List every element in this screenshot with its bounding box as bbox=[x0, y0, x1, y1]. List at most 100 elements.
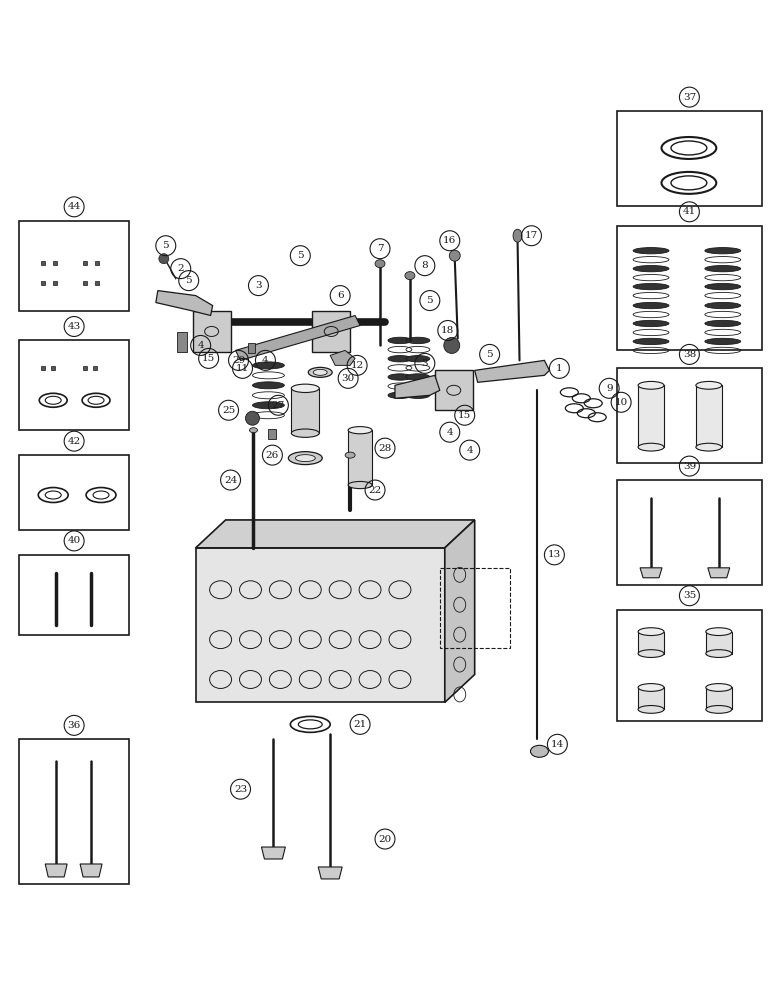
Text: 37: 37 bbox=[682, 93, 696, 102]
Text: 26: 26 bbox=[266, 451, 279, 460]
Ellipse shape bbox=[706, 628, 732, 636]
Ellipse shape bbox=[705, 283, 740, 290]
Ellipse shape bbox=[638, 443, 664, 451]
Text: 21: 21 bbox=[354, 720, 367, 729]
Ellipse shape bbox=[291, 384, 320, 392]
Ellipse shape bbox=[705, 248, 740, 254]
Bar bbox=[248, 343, 256, 353]
Text: 29: 29 bbox=[232, 356, 245, 365]
Text: 22: 22 bbox=[368, 486, 381, 495]
Ellipse shape bbox=[638, 650, 664, 657]
Text: 10: 10 bbox=[615, 398, 628, 407]
Ellipse shape bbox=[633, 266, 669, 272]
Polygon shape bbox=[195, 520, 475, 548]
Ellipse shape bbox=[638, 628, 664, 636]
Ellipse shape bbox=[633, 302, 669, 309]
Ellipse shape bbox=[388, 392, 412, 398]
Bar bbox=[19, 221, 129, 311]
Polygon shape bbox=[235, 316, 360, 360]
Ellipse shape bbox=[388, 337, 412, 344]
Bar bbox=[19, 455, 129, 530]
Bar bbox=[435, 370, 472, 410]
Bar bbox=[617, 368, 762, 463]
Circle shape bbox=[444, 337, 460, 353]
Ellipse shape bbox=[696, 381, 722, 389]
Ellipse shape bbox=[345, 452, 355, 458]
Polygon shape bbox=[330, 350, 355, 365]
Bar bbox=[19, 739, 129, 884]
Ellipse shape bbox=[449, 250, 460, 261]
Bar bbox=[706, 632, 732, 654]
Ellipse shape bbox=[252, 362, 284, 369]
Ellipse shape bbox=[249, 428, 258, 433]
Text: 39: 39 bbox=[682, 462, 696, 471]
Text: 27: 27 bbox=[272, 401, 285, 410]
Polygon shape bbox=[445, 520, 475, 702]
Ellipse shape bbox=[513, 229, 522, 242]
Ellipse shape bbox=[289, 452, 322, 465]
Text: 15: 15 bbox=[202, 354, 215, 363]
Text: 20: 20 bbox=[378, 835, 391, 844]
Ellipse shape bbox=[633, 283, 669, 290]
Text: 5: 5 bbox=[185, 276, 192, 285]
Ellipse shape bbox=[405, 272, 415, 280]
Ellipse shape bbox=[633, 338, 669, 345]
Bar bbox=[617, 111, 762, 206]
Ellipse shape bbox=[308, 367, 332, 377]
Text: 18: 18 bbox=[441, 326, 455, 335]
Polygon shape bbox=[262, 847, 286, 859]
Bar bbox=[617, 226, 762, 350]
Text: 23: 23 bbox=[234, 785, 247, 794]
Bar bbox=[195, 548, 445, 702]
Polygon shape bbox=[640, 568, 662, 578]
Text: 6: 6 bbox=[337, 291, 344, 300]
Ellipse shape bbox=[406, 392, 430, 398]
Bar bbox=[348, 430, 372, 485]
Text: 4: 4 bbox=[198, 341, 204, 350]
Bar bbox=[19, 555, 129, 635]
Ellipse shape bbox=[388, 374, 412, 380]
Polygon shape bbox=[46, 864, 67, 877]
Text: 28: 28 bbox=[378, 444, 391, 453]
Ellipse shape bbox=[705, 338, 740, 345]
Text: 12: 12 bbox=[350, 361, 364, 370]
Ellipse shape bbox=[388, 356, 412, 362]
Polygon shape bbox=[318, 867, 342, 879]
Text: 4: 4 bbox=[262, 356, 269, 365]
Text: 43: 43 bbox=[67, 322, 81, 331]
Bar bbox=[19, 340, 129, 430]
Text: 9: 9 bbox=[606, 384, 612, 393]
Bar bbox=[638, 385, 664, 447]
Ellipse shape bbox=[706, 650, 732, 657]
Text: 4: 4 bbox=[466, 446, 473, 455]
Ellipse shape bbox=[313, 369, 327, 375]
Polygon shape bbox=[475, 360, 550, 382]
Bar bbox=[617, 480, 762, 585]
Text: 25: 25 bbox=[222, 406, 235, 415]
Text: 44: 44 bbox=[67, 202, 81, 211]
Ellipse shape bbox=[348, 481, 372, 489]
Text: 41: 41 bbox=[682, 207, 696, 216]
Text: 17: 17 bbox=[525, 231, 538, 240]
Polygon shape bbox=[708, 568, 730, 578]
Bar bbox=[193, 311, 231, 352]
Ellipse shape bbox=[706, 684, 732, 691]
Bar bbox=[638, 687, 664, 709]
Bar bbox=[177, 332, 187, 352]
Ellipse shape bbox=[296, 455, 315, 462]
Text: 13: 13 bbox=[548, 550, 561, 559]
Bar bbox=[312, 311, 350, 352]
Bar bbox=[440, 568, 510, 648]
Text: 42: 42 bbox=[67, 437, 81, 446]
Polygon shape bbox=[80, 864, 102, 877]
Text: 36: 36 bbox=[67, 721, 81, 730]
Ellipse shape bbox=[530, 745, 548, 757]
Ellipse shape bbox=[633, 248, 669, 254]
Bar bbox=[269, 429, 276, 439]
Text: 7: 7 bbox=[377, 244, 384, 253]
Ellipse shape bbox=[375, 260, 385, 268]
Text: 35: 35 bbox=[682, 591, 696, 600]
Text: 14: 14 bbox=[550, 740, 564, 749]
Bar bbox=[291, 388, 320, 433]
Circle shape bbox=[245, 411, 259, 425]
